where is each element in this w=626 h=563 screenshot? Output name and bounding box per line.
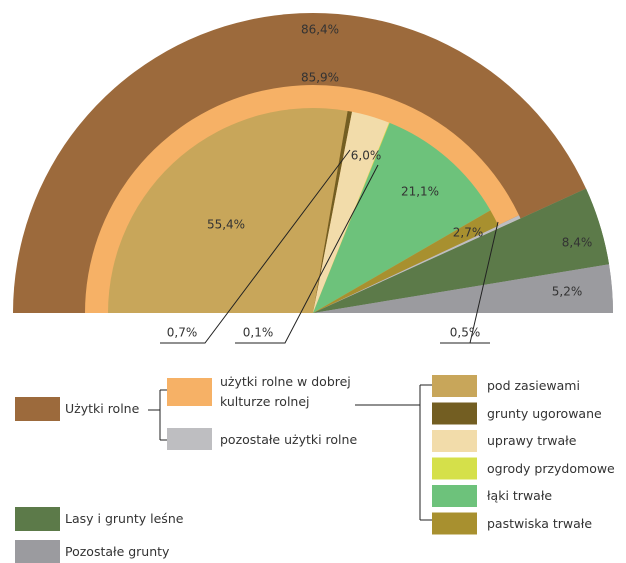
legend-label: łąki trwałe <box>487 488 553 503</box>
legend-swatch <box>432 402 477 425</box>
legend-swatch <box>432 485 477 507</box>
inner-wedge <box>313 122 491 313</box>
legend-label: pozostałe użytki rolne <box>220 432 358 447</box>
inner-wedge <box>313 110 353 313</box>
legend-swatch <box>15 540 60 563</box>
value-label: 85,9% <box>301 71 339 85</box>
leader-line <box>160 149 351 344</box>
legend-label: grunty ugorowane <box>487 405 602 421</box>
legend-swatch <box>432 512 477 535</box>
legend-swatch <box>15 397 60 421</box>
value-label: 0,1% <box>243 326 274 340</box>
outer-wedge-cover <box>313 188 610 313</box>
inner-wedge <box>313 210 499 313</box>
legend-label: Użytki rolne <box>65 401 140 416</box>
leader-line <box>235 164 379 344</box>
inner-wedge <box>108 108 348 313</box>
inner-wedge <box>313 111 390 314</box>
legend-label: użytki rolne w dobrej kulturze rolnej <box>220 374 351 409</box>
legend-label: uprawy trwałe <box>487 433 577 448</box>
legend-brackets <box>148 384 432 521</box>
legend-label: Pozostałe grunty <box>65 544 170 559</box>
legend-swatch <box>432 457 477 480</box>
legend-swatch <box>167 428 212 450</box>
value-label: 0,7% <box>167 326 198 340</box>
value-label: 86,4% <box>301 23 339 37</box>
outer-wedge-cover <box>313 264 613 313</box>
legend-label: ogrody przydomowe <box>487 460 615 476</box>
bracket <box>355 384 432 521</box>
value-label: 8,4% <box>562 236 593 250</box>
legend-swatch <box>167 378 212 406</box>
value-label: 2,7% <box>453 226 484 240</box>
legend-label: pastwiska trwałe <box>487 515 593 531</box>
inner-wedge <box>313 122 390 313</box>
leader-line <box>440 221 499 344</box>
legend-label: Lasy i grunty leśne <box>65 511 184 526</box>
value-label: 55,4% <box>207 218 245 232</box>
legend-swatch <box>432 430 477 452</box>
value-label: 21,1% <box>401 185 439 199</box>
bracket <box>148 389 167 441</box>
legend-swatch <box>432 375 477 397</box>
value-label: 5,2% <box>552 285 583 299</box>
value-label: 0,5% <box>450 326 481 340</box>
legend-swatch <box>15 507 60 531</box>
value-label: 6,0% <box>351 149 382 163</box>
legend-label: pod zasiewami <box>487 378 580 393</box>
